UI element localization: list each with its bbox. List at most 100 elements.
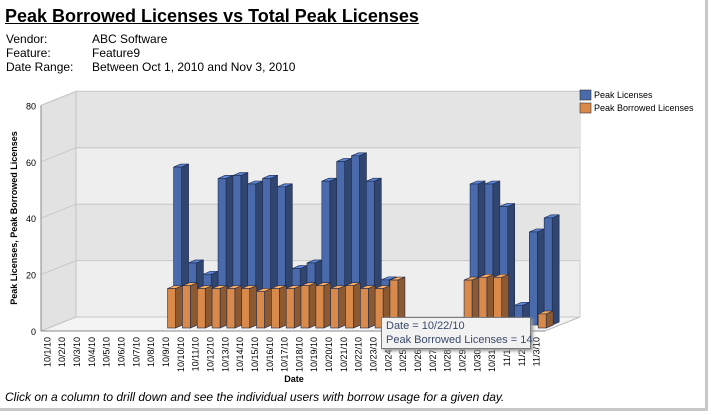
peak-licenses-bar bbox=[543, 214, 560, 326]
y-axis-title: Peak Licenses, Peak Borrowed Licenses bbox=[9, 131, 19, 305]
x-tick-label: 10/8/10 bbox=[146, 337, 156, 367]
peak-borrowed-bar-front bbox=[537, 313, 547, 329]
legend-swatch bbox=[579, 89, 592, 101]
y-tick-label: 20 bbox=[26, 271, 36, 281]
x-tick-label: 11/2/10 bbox=[517, 337, 527, 366]
x-tick-label: 10/14/10 bbox=[235, 337, 245, 372]
peak-borrowed-bar-front bbox=[167, 288, 176, 329]
x-tick-label: 10/22/10 bbox=[354, 337, 364, 372]
x-tick-label: 10/16/10 bbox=[265, 337, 275, 372]
peak-borrowed-bar-side bbox=[323, 282, 332, 329]
peak-borrowed-bar-front bbox=[359, 288, 369, 329]
peak-borrowed-bar bbox=[211, 285, 228, 329]
x-tick-label: 10/2/10 bbox=[57, 337, 67, 367]
x-tick-label: 10/7/10 bbox=[131, 337, 141, 367]
peak-borrowed-bar bbox=[256, 287, 272, 329]
legend-swatch bbox=[579, 102, 592, 114]
peak-borrowed-bar bbox=[478, 273, 495, 329]
peak-borrowed-bar-side bbox=[293, 285, 302, 329]
chart-gridline bbox=[40, 147, 580, 163]
x-tick-label: 10/30/10 bbox=[472, 337, 482, 372]
peak-borrowed-bar bbox=[182, 282, 198, 329]
peak-licenses-bar-front bbox=[529, 231, 538, 326]
peak-borrowed-bar-front bbox=[241, 288, 251, 329]
peak-borrowed-bar-front bbox=[271, 288, 280, 329]
x-tick-label: 10/21/10 bbox=[339, 337, 349, 372]
peak-borrowed-bar bbox=[226, 285, 243, 329]
peak-borrowed-bar bbox=[196, 285, 213, 329]
x-tick-label: 10/24/10 bbox=[383, 337, 393, 372]
x-tick-label: 10/18/10 bbox=[294, 337, 304, 372]
peak-borrowed-bar-side bbox=[279, 285, 287, 329]
peak-borrowed-bar-front bbox=[300, 285, 310, 329]
x-tick-label: 10/5/10 bbox=[102, 337, 112, 367]
peak-borrowed-bar bbox=[300, 282, 317, 329]
peak-borrowed-bar-side bbox=[190, 282, 198, 329]
y-tick-label: 60 bbox=[26, 158, 36, 168]
chart-band bbox=[76, 91, 580, 148]
chart-gridline bbox=[40, 260, 580, 276]
date-range-label: Date Range: bbox=[6, 60, 74, 74]
x-tick-label: 10/20/10 bbox=[324, 337, 334, 372]
peak-borrowed-bar-side bbox=[175, 285, 183, 329]
x-tick-label: 10/17/10 bbox=[280, 337, 290, 372]
y-tick-label: 40 bbox=[26, 214, 36, 224]
peak-borrowed-bar-side bbox=[219, 285, 228, 329]
peak-borrowed-bar-front bbox=[374, 288, 384, 329]
footer-hint: Click on a column to drill down and see … bbox=[5, 390, 505, 404]
legend-label: Peak Borrowed Licenses bbox=[594, 103, 694, 113]
date-range-row: Date Range: Between Oct 1, 2010 and Nov 3… bbox=[6, 60, 295, 74]
date-range-value: Between Oct 1, 2010 and Nov 3, 2010 bbox=[92, 60, 296, 74]
peak-borrowed-bar-front bbox=[345, 285, 354, 329]
peak-borrowed-bar-side bbox=[249, 285, 258, 329]
page-title: Peak Borrowed Licenses vs Total Peak Lic… bbox=[5, 6, 419, 26]
peak-borrowed-bar bbox=[537, 310, 554, 329]
vendor-value: ABC Software bbox=[92, 32, 168, 46]
x-tick-label: 10/31/10 bbox=[487, 337, 497, 372]
x-tick-label: 11/3/10 bbox=[532, 337, 542, 366]
peak-borrowed-bar-side bbox=[367, 285, 376, 329]
x-tick-label: 10/11/10 bbox=[191, 337, 201, 371]
peak-licenses-bar-front bbox=[543, 217, 553, 326]
peak-borrowed-bar-front bbox=[330, 288, 339, 329]
x-tick-label: 10/25/10 bbox=[398, 337, 408, 372]
peak-borrowed-bar-side bbox=[204, 285, 213, 329]
peak-borrowed-bar-front bbox=[211, 288, 221, 329]
peak-borrowed-bar bbox=[330, 285, 346, 329]
x-axis-title: Date bbox=[284, 374, 304, 384]
peak-borrowed-bar bbox=[167, 285, 183, 329]
x-tick-label: 10/4/10 bbox=[87, 337, 97, 367]
x-tick-label: 10/3/10 bbox=[72, 337, 82, 367]
x-tick-label: 10/15/10 bbox=[250, 337, 260, 372]
tooltip-date: Date = 10/22/10 bbox=[386, 320, 465, 332]
peak-borrowed-bar-front bbox=[182, 285, 191, 329]
x-tick-label: 10/1/10 bbox=[42, 337, 52, 367]
peak-borrowed-bar bbox=[285, 285, 302, 329]
feature-label: Feature: bbox=[6, 46, 51, 60]
peak-borrowed-bar-side bbox=[234, 285, 243, 329]
peak-borrowed-bar bbox=[359, 285, 376, 329]
peak-borrowed-bar-front bbox=[196, 288, 206, 329]
feature-value: Feature9 bbox=[92, 46, 141, 60]
peak-licenses-bar bbox=[529, 228, 545, 326]
chart-gridline bbox=[40, 203, 580, 219]
y-tick-label: 80 bbox=[26, 101, 36, 111]
legend-label: Peak Licenses bbox=[594, 90, 653, 100]
chart-gridline bbox=[40, 90, 580, 106]
peak-borrowed-bar-front bbox=[315, 285, 325, 329]
x-tick-label: 10/26/10 bbox=[413, 337, 423, 372]
peak-borrowed-bar bbox=[241, 285, 258, 329]
x-tick-label: 10/9/10 bbox=[161, 337, 171, 367]
peak-borrowed-bar-front bbox=[226, 288, 236, 329]
tooltip-value: Peak Borrowed Licenses = 14 bbox=[386, 334, 533, 346]
peak-borrowed-bar-front bbox=[256, 291, 265, 329]
chart-tooltip: Date = 10/22/10 Peak Borrowed Licenses =… bbox=[381, 317, 533, 349]
peak-borrowed-bar-front bbox=[285, 288, 295, 329]
x-tick-label: 10/27/10 bbox=[428, 337, 438, 372]
x-tick-label: 10/28/10 bbox=[443, 337, 453, 372]
x-tick-label: 10/13/10 bbox=[220, 337, 230, 372]
x-tick-label: 10/23/10 bbox=[369, 337, 379, 372]
x-tick-label: 10/6/10 bbox=[117, 337, 127, 367]
